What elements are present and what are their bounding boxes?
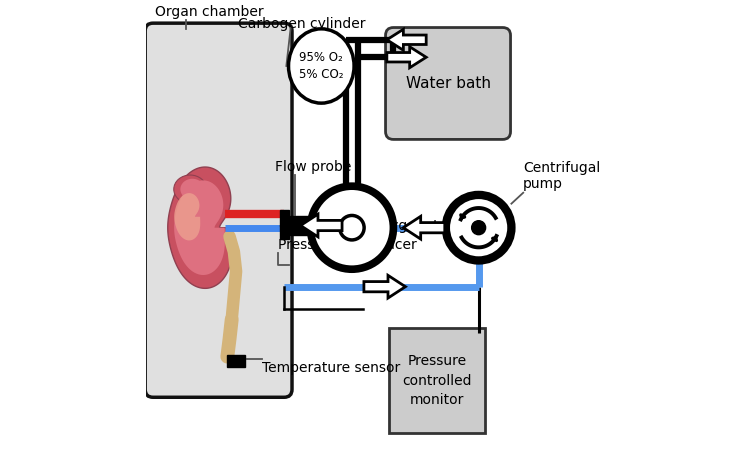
Text: Organ chamber: Organ chamber [155, 5, 264, 19]
FancyBboxPatch shape [385, 27, 510, 139]
FancyBboxPatch shape [145, 23, 292, 397]
Bar [290, 216, 314, 235]
Text: Temperature sensor: Temperature sensor [262, 361, 401, 375]
Bar [280, 210, 288, 226]
Text: 95% O₂
5% CO₂: 95% O₂ 5% CO₂ [299, 51, 344, 81]
Polygon shape [301, 214, 342, 237]
Polygon shape [387, 29, 426, 50]
Circle shape [446, 195, 512, 260]
Ellipse shape [288, 29, 354, 103]
Text: Oxygenator: Oxygenator [372, 219, 453, 233]
Text: Flow probe: Flow probe [275, 159, 352, 173]
Text: Pressure
controlled
monitor: Pressure controlled monitor [402, 354, 472, 407]
Circle shape [310, 186, 393, 269]
Bar [280, 225, 288, 239]
Polygon shape [364, 275, 405, 298]
Polygon shape [403, 216, 445, 239]
Polygon shape [168, 167, 233, 288]
Ellipse shape [174, 175, 207, 203]
Circle shape [472, 221, 485, 235]
Polygon shape [174, 180, 225, 275]
Text: Water bath: Water bath [406, 76, 491, 91]
Text: Centrifugal
pump: Centrifugal pump [523, 161, 601, 191]
Bar [227, 355, 245, 367]
Text: Pressure transducer: Pressure transducer [277, 238, 416, 252]
Circle shape [339, 216, 364, 240]
Ellipse shape [180, 179, 204, 200]
Polygon shape [387, 47, 426, 68]
FancyBboxPatch shape [389, 328, 485, 433]
Text: Carbogen cylinder: Carbogen cylinder [238, 18, 366, 31]
Polygon shape [174, 193, 200, 240]
